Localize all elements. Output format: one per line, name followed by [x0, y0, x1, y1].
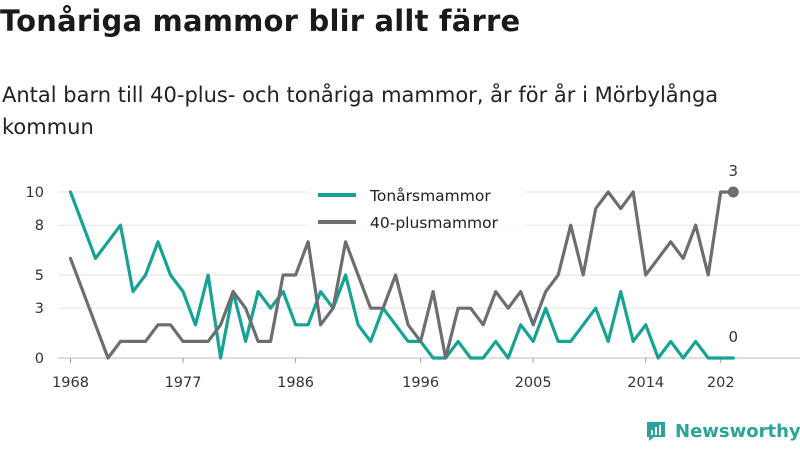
legend-label: Tonårsmammor: [369, 187, 491, 205]
y-tick-label: 10: [26, 185, 44, 201]
series-lines: [68, 190, 735, 360]
end-point-marker: [727, 186, 739, 198]
series-line: [68, 190, 735, 360]
x-tick-label: 2005: [515, 375, 552, 391]
x-tick-label: 202: [707, 375, 735, 391]
x-tick-label: 1986: [277, 375, 314, 391]
brand-logo: Newsworthy: [645, 420, 800, 442]
x-tick-label: 1977: [165, 375, 202, 391]
legend: Tonårsmammor 40-plusmammor: [306, 181, 526, 237]
x-axis: 1968 1977 1986 1996 2005 2014 202: [52, 358, 735, 391]
series-line: [68, 190, 735, 360]
y-tick-label: 0: [35, 351, 44, 367]
x-tick-label: 1968: [52, 375, 89, 391]
y-tick-label: 3: [35, 301, 44, 317]
chart-title: Tonåriga mammor blir allt färre: [0, 4, 521, 38]
y-tick-label: 8: [35, 218, 44, 234]
end-labels: 03: [727, 162, 739, 346]
x-tick-label: 1996: [402, 375, 439, 391]
end-value-label: 0: [728, 328, 738, 346]
legend-label: 40-plusmammor: [370, 214, 499, 232]
bar-chart-icon: [647, 422, 665, 441]
chart-subtitle: Antal barn till 40-plus- och tonåriga ma…: [2, 83, 719, 139]
end-value-label: 3: [728, 162, 738, 180]
legend-background: [306, 181, 526, 237]
x-tick-label: 2014: [627, 375, 664, 391]
brand-name: Newsworthy: [675, 420, 800, 442]
y-axis: 0 3 5 8 10: [26, 185, 44, 367]
y-tick-label: 5: [35, 268, 44, 284]
